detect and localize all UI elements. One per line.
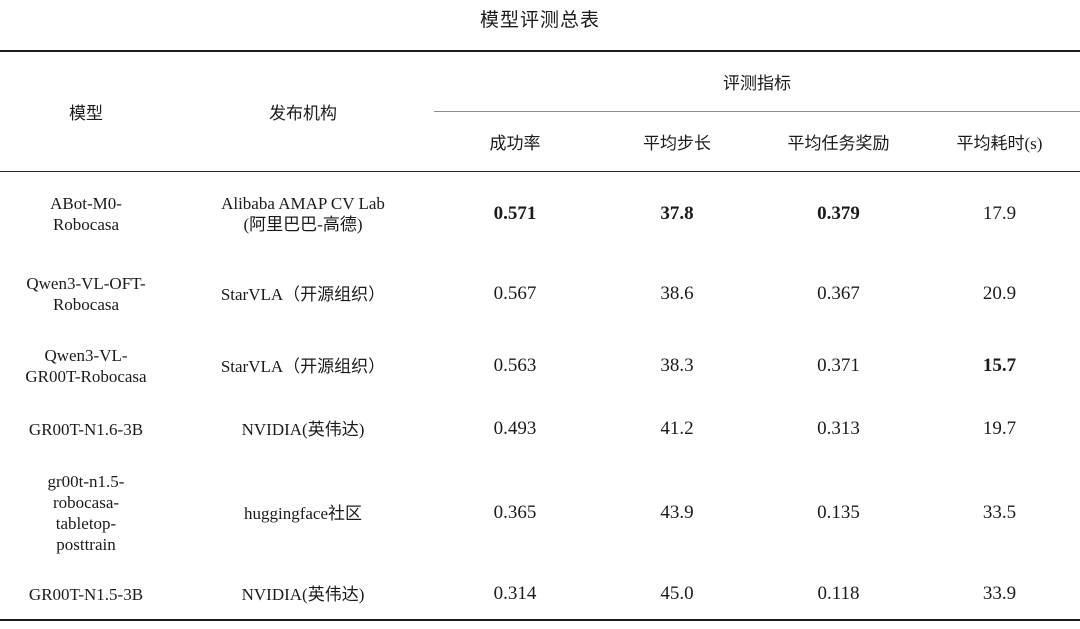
avg-steps-cell: 37.8 xyxy=(660,203,694,225)
col-header-success-rate: 成功率 xyxy=(489,133,541,153)
table-body: ABot-M0- Robocasa Alibaba AMAP CV Lab (阿… xyxy=(0,171,1080,620)
success-rate-cell: 0.571 xyxy=(493,203,537,225)
col-header-org: 发布机构 xyxy=(269,103,337,123)
table-row: GR00T-N1.6-3B NVIDIA(英伟达) 0.493 41.2 0.3… xyxy=(0,401,1080,457)
model-name-cell: gr00t-n1.5- robocasa- tabletop- posttrai… xyxy=(47,472,125,554)
avg-reward-cell: 0.118 xyxy=(817,583,860,604)
evaluation-table: 模型 发布机构 评测指标 成功率 平均步长 平均任务奖励 平均耗时(s) ABo… xyxy=(0,50,1080,621)
success-rate-cell: 0.365 xyxy=(493,502,537,523)
table-row: ABot-M0- Robocasa Alibaba AMAP CV Lab (阿… xyxy=(0,171,1080,257)
avg-time-cell: 19.7 xyxy=(982,418,1017,439)
avg-reward-cell: 0.371 xyxy=(817,355,860,376)
header-metrics-row: 成功率 平均步长 平均任务奖励 平均耗时(s) xyxy=(0,111,1080,171)
table-row: gr00t-n1.5- robocasa- tabletop- posttrai… xyxy=(0,457,1080,569)
model-name-cell: Qwen3-VL- GR00T-Robocasa xyxy=(25,346,147,386)
table-row: GR00T-N1.5-3B NVIDIA(英伟达) 0.314 45.0 0.1… xyxy=(0,569,1080,620)
avg-steps-cell: 38.6 xyxy=(660,283,694,304)
model-name-cell: GR00T-N1.5-3B xyxy=(28,584,144,604)
success-rate-cell: 0.314 xyxy=(493,583,537,604)
header-group-row: 模型 发布机构 评测指标 xyxy=(0,51,1080,123)
success-rate-cell: 0.567 xyxy=(493,283,537,304)
col-header-avg-steps: 平均步长 xyxy=(643,133,711,153)
avg-reward-cell: 0.313 xyxy=(817,418,860,439)
table-row: Qwen3-VL-OFT- Robocasa StarVLA（开源组织） 0.5… xyxy=(0,257,1080,331)
avg-steps-cell: 45.0 xyxy=(660,583,694,604)
avg-time-cell: 17.9 xyxy=(982,203,1017,225)
avg-steps-cell: 41.2 xyxy=(660,418,694,439)
model-name-cell: GR00T-N1.6-3B xyxy=(28,419,144,439)
model-name-cell: Qwen3-VL-OFT- Robocasa xyxy=(26,274,146,314)
col-header-model: 模型 xyxy=(69,103,103,123)
table-header: 模型 发布机构 评测指标 成功率 平均步长 平均任务奖励 平均耗时(s) xyxy=(0,51,1080,171)
avg-time-cell: 33.9 xyxy=(982,583,1017,604)
avg-time-cell: 15.7 xyxy=(982,355,1017,376)
model-name-cell: ABot-M0- Robocasa xyxy=(50,194,122,235)
avg-reward-cell: 0.135 xyxy=(817,502,860,523)
org-cell: StarVLA（开源组织） xyxy=(220,356,386,376)
col-group-header-metrics: 评测指标 xyxy=(434,51,1080,112)
org-cell: StarVLA（开源组织） xyxy=(220,284,386,304)
col-header-avg-reward: 平均任务奖励 xyxy=(787,133,890,153)
org-cell: Alibaba AMAP CV Lab (阿里巴巴-高德) xyxy=(221,194,385,235)
col-header-avg-time: 平均耗时(s) xyxy=(956,133,1043,153)
avg-reward-cell: 0.367 xyxy=(817,283,860,304)
page-title: 模型评测总表 xyxy=(479,10,600,31)
avg-reward-cell: 0.379 xyxy=(817,203,860,225)
avg-time-cell: 20.9 xyxy=(982,283,1017,304)
org-cell: huggingface社区 xyxy=(243,503,363,523)
org-cell: NVIDIA(英伟达) xyxy=(241,584,365,604)
avg-steps-cell: 43.9 xyxy=(660,502,694,523)
org-cell: NVIDIA(英伟达) xyxy=(241,419,365,439)
avg-time-cell: 33.5 xyxy=(982,502,1017,523)
success-rate-cell: 0.563 xyxy=(493,355,537,376)
table-row: Qwen3-VL- GR00T-Robocasa StarVLA（开源组织） 0… xyxy=(0,331,1080,401)
success-rate-cell: 0.493 xyxy=(493,418,537,439)
avg-steps-cell: 38.3 xyxy=(660,355,694,376)
